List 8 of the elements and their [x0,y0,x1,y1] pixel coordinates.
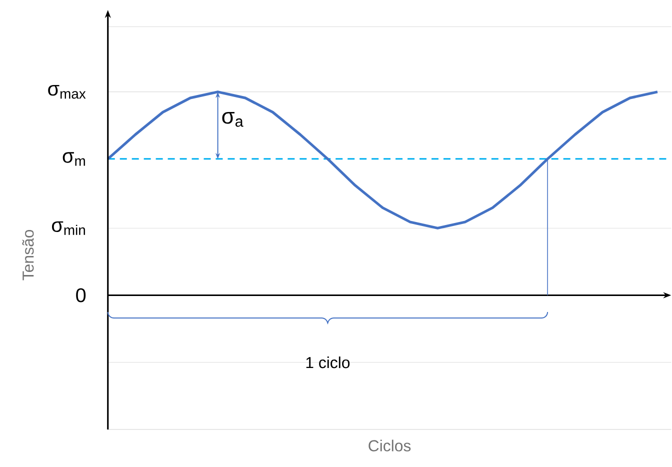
text: σ$_{min}$ [52,221,85,235]
annotation: σ$_{a}$ [222,112,244,127]
text: 0 [76,288,86,302]
text: σ$_{m}$ [62,152,85,166]
text: 1 ciclo [306,356,350,368]
y-axis-title: Tensão [22,230,34,280]
text: Ciclos [368,439,411,452]
text: σ$_{max}$ [48,84,86,99]
